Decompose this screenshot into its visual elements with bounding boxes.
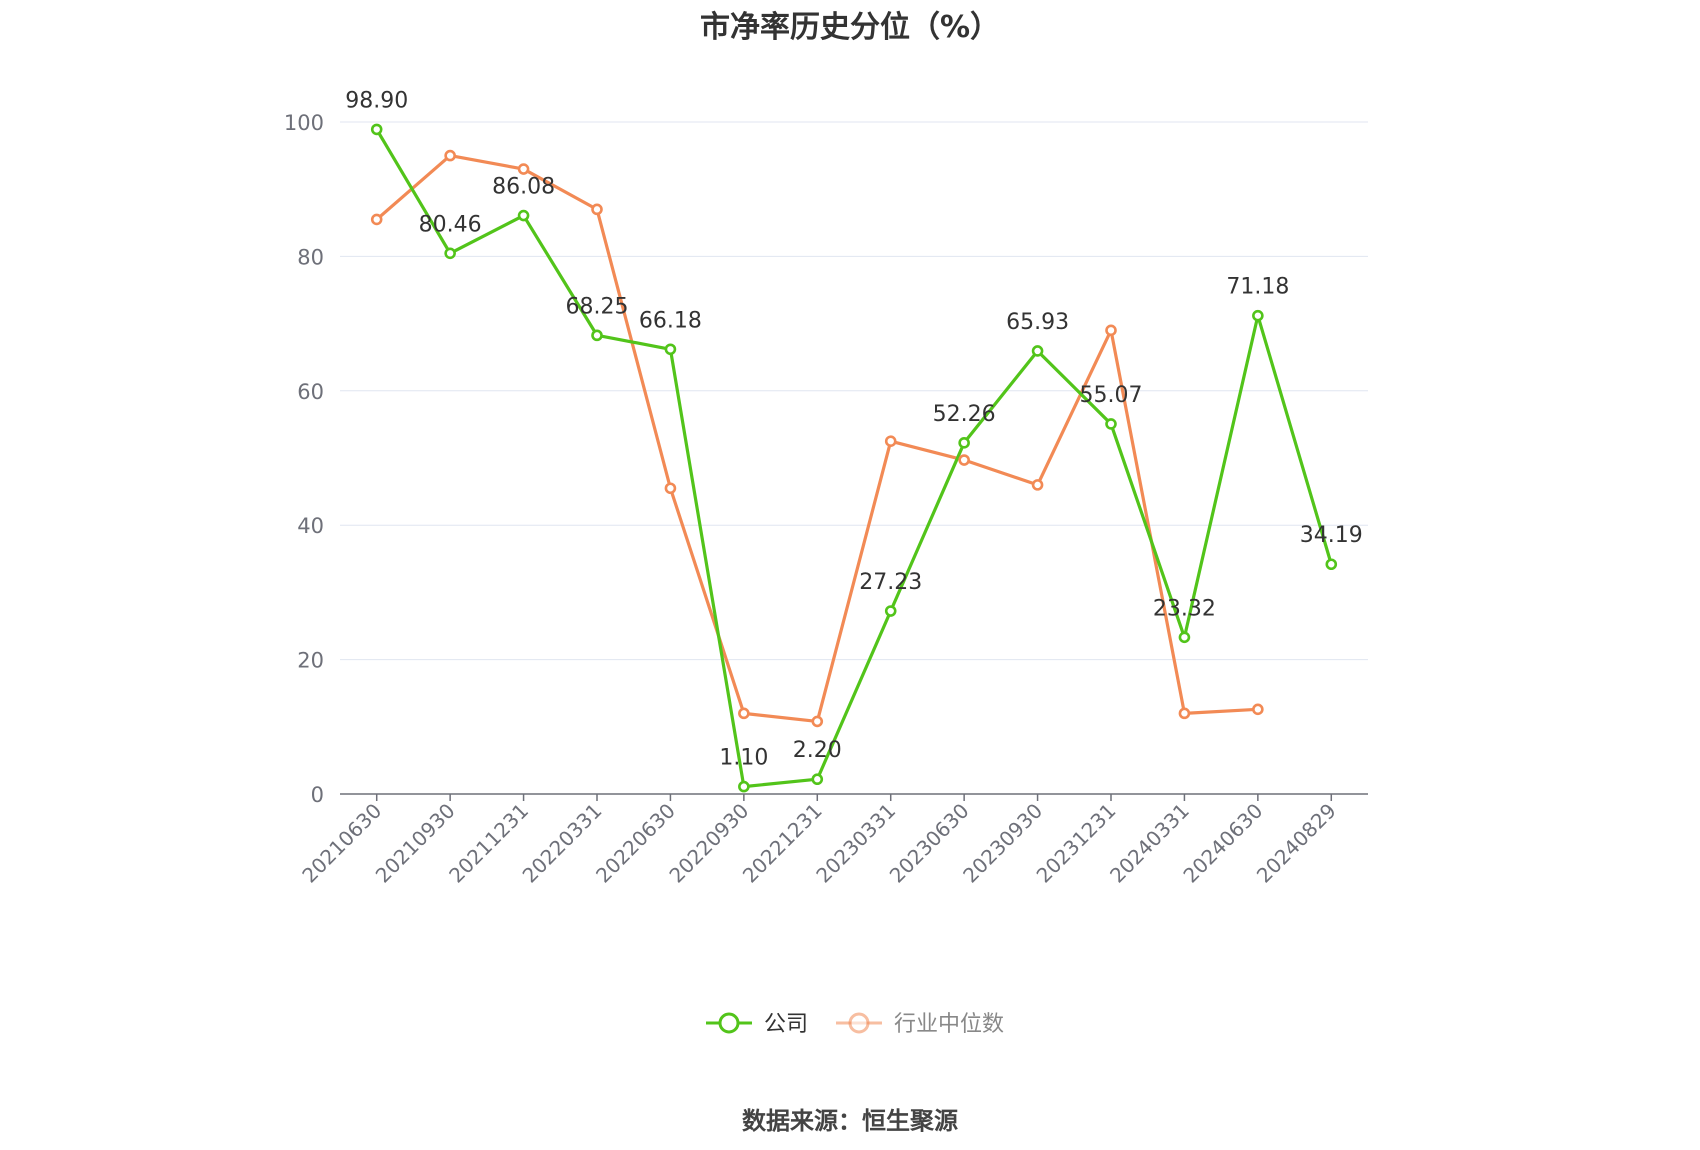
data-point-company[interactable] (811, 773, 824, 786)
data-label: 1.10 (719, 746, 768, 771)
data-point-industry[interactable] (517, 163, 530, 175)
x-axis: 2021063020210930202112312022033120220630… (297, 793, 1368, 888)
data-label: 52.26 (933, 402, 996, 427)
data-point-industry[interactable] (1105, 324, 1117, 337)
data-label: 98.90 (345, 88, 408, 113)
y-tick-label: 20 (297, 649, 324, 673)
legend-company-marker (718, 1012, 740, 1034)
data-label: 27.23 (859, 570, 922, 595)
data-label: 68.25 (566, 294, 629, 319)
data-point-industry[interactable] (444, 149, 456, 162)
series-lines (375, 128, 1333, 789)
data-label: 55.07 (1080, 383, 1143, 408)
data-labels: 98.90 80.46 86.08 68.25 66.18 1.10 2.20 27.23 52… (345, 88, 1363, 770)
y-tick-label: 40 (297, 514, 324, 538)
data-point-company[interactable] (1178, 631, 1191, 644)
x-tick-label: 20240331 (1105, 799, 1194, 888)
data-point-industry[interactable] (884, 435, 897, 448)
data-point-company[interactable] (884, 605, 897, 617)
data-label: 80.46 (419, 212, 482, 237)
x-tick-label: 20231231 (1032, 799, 1121, 888)
data-point-company[interactable] (591, 329, 603, 342)
data-point-industry[interactable] (1178, 707, 1191, 720)
data-label: 66.18 (639, 308, 702, 333)
data-point-company[interactable] (517, 209, 530, 222)
x-tick-label: 20210630 (297, 799, 386, 888)
data-point-company[interactable] (1105, 418, 1117, 430)
legend-industry-label: 行业中位数 (894, 1012, 1004, 1037)
data-point-industry[interactable] (811, 715, 824, 728)
x-tick-label: 20220630 (591, 799, 680, 888)
data-label: 2.20 (793, 738, 842, 763)
y-tick-label: 80 (297, 245, 324, 269)
x-tick-label: 20230630 (885, 799, 974, 888)
x-tick-label: 20221231 (738, 799, 827, 888)
legend-industry-marker (848, 1012, 870, 1034)
data-point-company[interactable] (664, 343, 677, 356)
x-tick-label: 20240829 (1252, 799, 1341, 888)
series-line-company (375, 128, 1333, 789)
data-point-industry[interactable] (1031, 479, 1044, 491)
data-label: 65.93 (1006, 310, 1069, 335)
data-point-industry[interactable] (1252, 703, 1264, 716)
x-tick-label: 20220930 (664, 799, 753, 888)
data-point-industry[interactable] (591, 203, 603, 216)
data-source: 数据来源：恒生聚源 (742, 1107, 958, 1135)
grid-lines (340, 121, 1368, 661)
data-label: 34.19 (1300, 523, 1363, 548)
legend-item-industry[interactable]: 行业中位数 (836, 1012, 1004, 1037)
x-tick-label: 20210930 (371, 799, 460, 888)
legend-item-company[interactable]: 公司 (706, 1012, 808, 1037)
chart-title: 市净率历史分位（%） (700, 10, 1000, 45)
x-tick-label: 20211231 (444, 799, 533, 888)
data-point-company[interactable] (738, 780, 750, 793)
y-tick-label: 0 (311, 783, 324, 807)
x-tick-label: 20230930 (958, 799, 1047, 888)
data-point-industry[interactable] (370, 213, 383, 226)
data-point-company[interactable] (444, 247, 456, 260)
legend-company-label: 公司 (764, 1012, 808, 1037)
data-point-industry[interactable] (958, 454, 970, 466)
x-tick-label: 20220331 (518, 799, 607, 888)
series-points (370, 123, 1338, 793)
data-point-industry[interactable] (664, 482, 677, 495)
series-line-industry (375, 154, 1258, 724)
y-tick-label: 100 (284, 111, 324, 135)
data-label: 71.18 (1226, 275, 1289, 300)
y-tick-label: 60 (297, 380, 324, 404)
data-point-industry[interactable] (738, 707, 750, 720)
data-point-company[interactable] (958, 437, 970, 449)
x-tick-label: 20240630 (1178, 799, 1267, 888)
data-label: 23.32 (1153, 596, 1216, 621)
data-point-company[interactable] (1252, 309, 1264, 322)
data-point-company[interactable] (370, 123, 383, 136)
data-label: 86.08 (492, 175, 555, 200)
data-point-company[interactable] (1325, 558, 1338, 571)
data-point-company[interactable] (1031, 345, 1044, 357)
y-axis: 0 20 40 60 80 100 (284, 111, 324, 807)
legend: 公司 行业中位数 (706, 1012, 1004, 1037)
x-tick-label: 20230331 (811, 799, 900, 888)
